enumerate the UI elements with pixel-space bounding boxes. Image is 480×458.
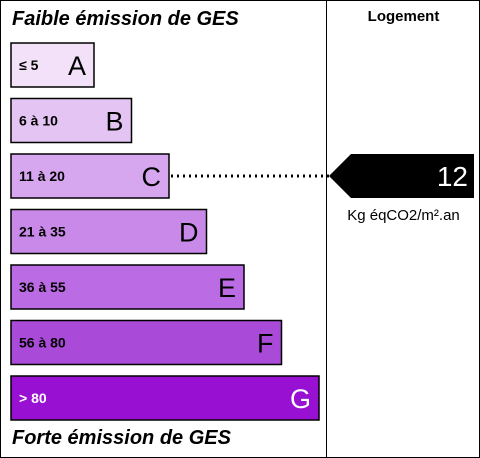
class-bar-f [10,319,283,366]
class-bar-e [10,264,245,310]
class-letter-a: A [68,51,86,81]
class-range-f: 56 à 80 [19,335,66,351]
class-range-c: 11 à 20 [19,168,65,184]
class-bar-a [10,42,95,88]
class-range-e: 36 à 55 [19,279,66,295]
column-divider [326,0,327,458]
class-letter-c: C [142,162,162,192]
low-emission-heading: Faible émission de GES [12,8,239,30]
class-bar-c [10,153,170,199]
unit-label: Kg éqCO2/m².an [347,207,460,224]
class-bar-g [10,375,320,421]
value-indicator [329,154,474,198]
class-range-a: ≤ 5 [19,57,39,73]
class-bar-d [10,208,208,255]
class-range-g: > 80 [19,390,47,406]
logement-column-header: Logement [367,8,440,25]
class-range-d: 21 à 35 [19,224,66,240]
class-letter-b: B [105,107,123,137]
class-letter-e: E [218,273,236,303]
high-emission-heading: Forte émission de GES [12,427,231,449]
class-range-b: 6 à 10 [19,113,58,129]
class-letter-d: D [179,218,199,248]
class-letter-g: G [290,384,311,414]
class-letter-f: F [257,329,274,359]
class-bar-b [10,97,133,144]
indicator-value: 12 [437,161,468,192]
